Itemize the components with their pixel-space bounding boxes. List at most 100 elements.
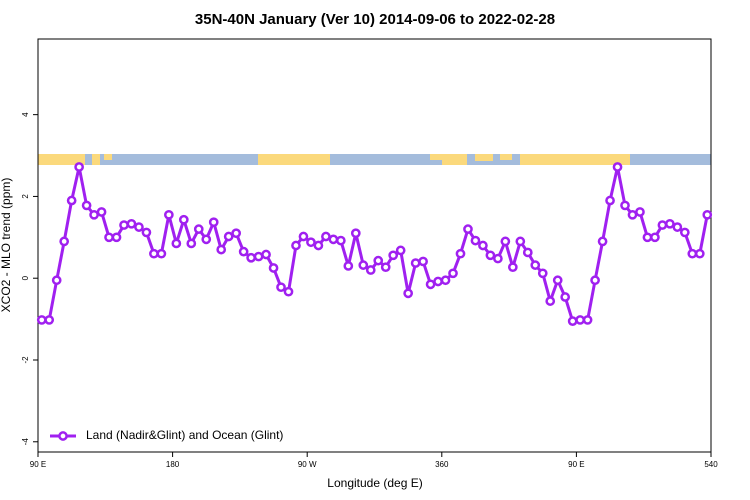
data-point [530,260,541,270]
data-point [156,248,167,259]
data-point [261,249,271,260]
data-point [515,236,526,247]
data-point [433,276,443,287]
data-point [702,209,713,220]
x-tick-label: 90 E [30,460,46,469]
data-point [238,246,249,257]
data-point [448,268,458,279]
data-point [493,253,503,264]
data-point [336,235,346,246]
data-point [485,250,496,261]
data-point [365,265,376,275]
data-point [223,231,234,242]
data-point [253,251,264,262]
data-point [380,262,391,273]
data-point [403,288,413,299]
land-band [430,154,442,160]
data-point [410,258,421,268]
data-point [582,315,593,325]
data-point [246,252,256,263]
y-axis-label: XCO2 - MLO trend (ppm) [0,178,13,313]
data-point [455,248,466,259]
data-point [36,315,47,325]
data-point [575,315,585,325]
x-axis-label: Longitude (deg E) [327,476,422,490]
data-point [81,200,92,211]
data-point [590,275,600,286]
legend-label: Land (Nadir&Glint) and Ocean (Glint) [86,428,283,442]
data-point [478,240,488,251]
data-point [627,209,638,220]
data-point [650,232,660,243]
data-point [425,279,436,290]
data-point [358,260,369,270]
data-point [178,214,189,225]
y-tick-label: 0 [21,275,30,280]
land-band [442,154,467,165]
data-point [545,296,556,306]
data-point [463,224,473,234]
plot-frame [37,38,712,453]
data-point [306,237,316,248]
data-point [657,220,668,230]
chart-title: 35N-40N January (Ver 10) 2014-09-06 to 2… [195,11,555,28]
data-point [171,238,182,249]
data-point [321,231,331,242]
data-point [635,207,645,217]
data-point [440,275,451,286]
data-point [208,217,219,228]
data-point [500,236,511,247]
land-band [104,154,112,160]
data-point [231,228,242,239]
data-point [141,227,152,238]
data-point [149,248,159,259]
data-point [164,209,174,220]
data-point [672,222,683,232]
data-point [642,232,653,243]
data-point [74,162,84,172]
data-point [388,250,399,261]
land-band [92,154,100,165]
data-point [201,234,212,245]
data-point [373,255,384,266]
data-point [313,240,324,251]
data-point [216,244,227,255]
data-point [104,232,114,243]
y-tick-label: -2 [21,356,30,364]
data-point [343,261,354,271]
data-point [605,195,615,206]
data-point [291,240,301,251]
x-tick-label: 180 [166,460,180,469]
y-tick-label: -4 [21,438,30,446]
data-point [522,247,533,258]
data-point [126,218,137,229]
x-tick-label: 90 W [298,460,317,469]
data-point [111,232,122,243]
data-point [350,228,361,239]
data-point [552,275,563,286]
data-point [186,238,197,249]
legend-marker [58,431,68,441]
data-point [537,268,548,279]
data-point [134,222,144,232]
land-band [475,154,493,161]
data-point [470,235,481,246]
data-point [44,315,55,325]
surface-strip [38,154,711,165]
data-point [59,236,70,247]
x-tick-label: 90 E [568,460,584,469]
land-band [500,154,512,160]
data-point [694,248,705,259]
land-band [520,154,630,165]
data-point [395,245,406,256]
data-point [560,292,571,302]
data-point [679,227,690,238]
data-point [620,200,630,211]
data-point [119,220,129,230]
data-point [507,262,518,273]
data-point [268,263,279,273]
data-point [567,316,578,326]
data-point [283,286,294,297]
